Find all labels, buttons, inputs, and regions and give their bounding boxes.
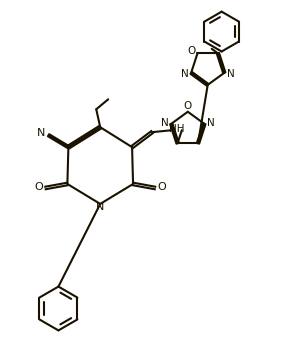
Text: O: O: [34, 182, 43, 192]
Text: NH: NH: [169, 124, 185, 134]
Text: N: N: [161, 118, 169, 128]
Text: O: O: [158, 182, 166, 192]
Text: N: N: [37, 128, 46, 138]
Text: N: N: [181, 69, 189, 79]
Text: O: O: [184, 101, 192, 111]
Text: N: N: [227, 69, 235, 79]
Text: O: O: [187, 46, 195, 56]
Text: N: N: [207, 118, 215, 128]
Text: N: N: [96, 202, 104, 212]
